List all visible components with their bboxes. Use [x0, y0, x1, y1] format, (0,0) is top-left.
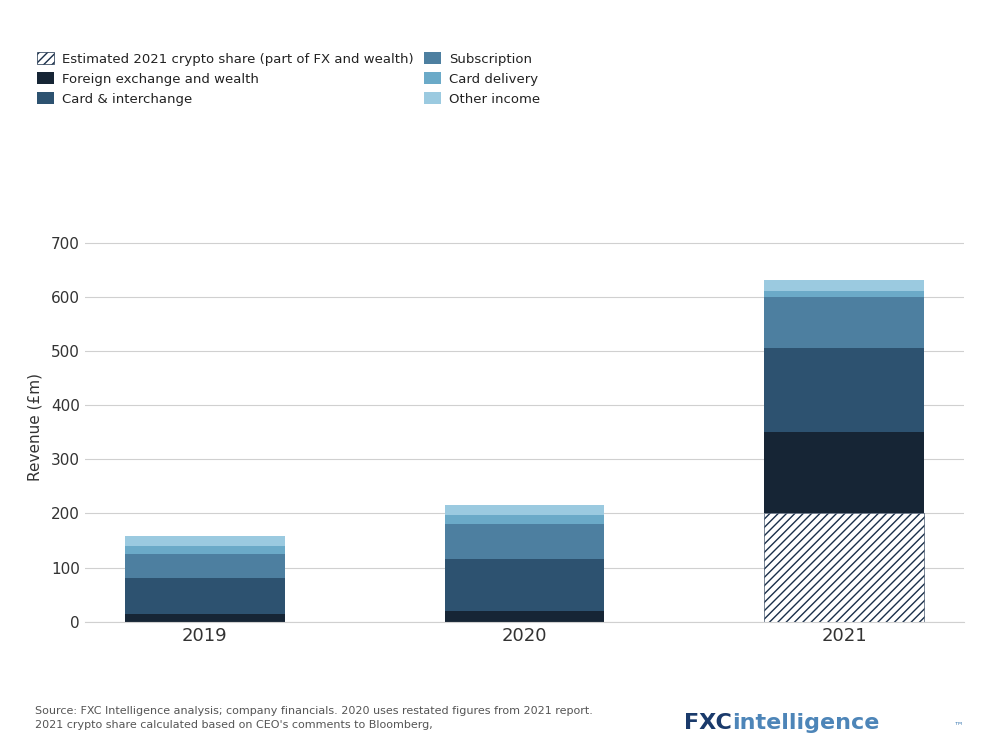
Text: FXC: FXC [684, 712, 732, 733]
Bar [445, 524, 604, 560]
Text: ™: ™ [954, 721, 964, 730]
Bar [764, 280, 924, 291]
Text: Source: FXC Intelligence analysis; company financials. 2020 uses restated figure: Source: FXC Intelligence analysis; compa… [35, 706, 592, 730]
Y-axis label: Revenue (£m): Revenue (£m) [28, 373, 43, 481]
Bar [125, 613, 285, 622]
Bar [125, 546, 285, 554]
Bar [125, 578, 285, 613]
Bar [764, 514, 924, 622]
Text: Revolut revenue by business segment 2019-2021: Revolut revenue by business segment 2019… [13, 83, 556, 102]
Bar [445, 560, 604, 611]
Bar [764, 348, 924, 432]
Bar [445, 515, 604, 524]
Bar [764, 297, 924, 348]
Text: Crypto played key role in 2021 revenue growth: Crypto played key role in 2021 revenue g… [13, 30, 822, 58]
Bar [445, 611, 604, 622]
Text: intelligence: intelligence [732, 712, 880, 733]
Bar [764, 432, 924, 514]
Bar [125, 554, 285, 578]
Bar [445, 505, 604, 515]
Bar [764, 291, 924, 297]
Bar [125, 536, 285, 546]
Legend: Estimated 2021 crypto share (part of FX and wealth), Foreign exchange and wealth: Estimated 2021 crypto share (part of FX … [37, 52, 540, 106]
